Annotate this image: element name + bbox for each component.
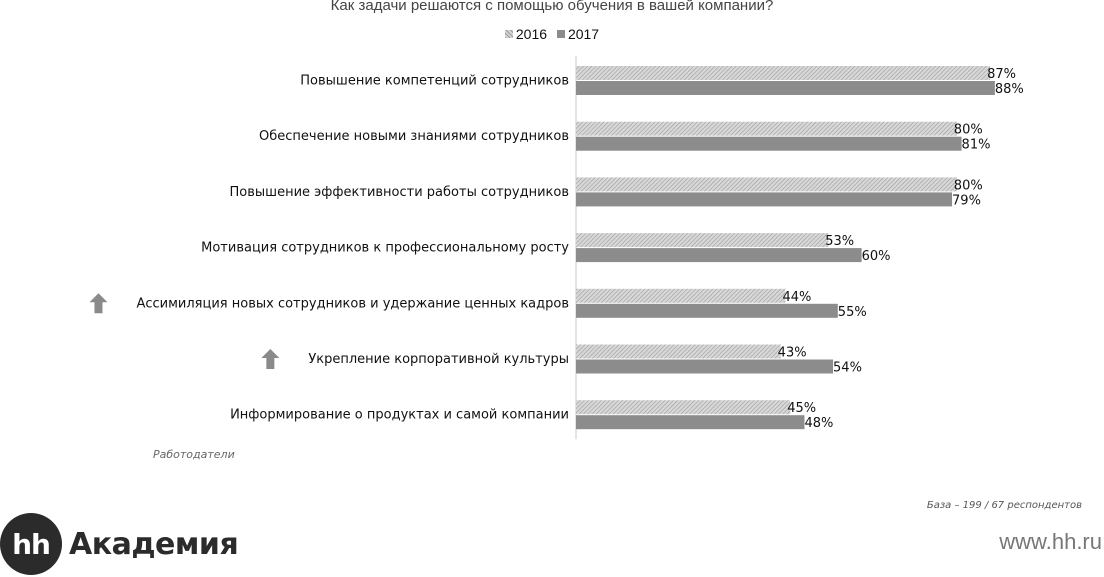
- value-label-2017: 81%: [962, 138, 991, 153]
- value-label-2016: 45%: [787, 401, 816, 416]
- value-label-2017: 48%: [804, 416, 833, 431]
- legend-label-2016: 2016: [515, 26, 548, 42]
- bar-2017: [576, 248, 862, 263]
- bar-2017: [576, 136, 962, 151]
- value-label-2017: 54%: [833, 361, 862, 376]
- legend-entry-2016: 2016: [504, 26, 548, 42]
- bar-2016: [576, 121, 957, 136]
- bar-2016: [576, 66, 991, 80]
- category-label: Ассимиляция новых сотрудников и удержани…: [136, 296, 569, 311]
- bar-2016: [576, 288, 786, 303]
- category-label: Обеспечение новыми знаниями сотрудников: [259, 129, 569, 144]
- respondent-group-note: Работодатели: [153, 448, 235, 461]
- value-label-2016: 87%: [987, 67, 1016, 82]
- value-label-2016: 80%: [954, 123, 983, 138]
- bar-2016: [576, 400, 791, 415]
- bar-2017: [576, 192, 953, 207]
- value-label-2017: 55%: [838, 305, 867, 320]
- hh-logo-mark: hh: [0, 513, 62, 575]
- legend-entry-2017: 2017: [556, 26, 600, 42]
- bar-chart: Повышение компетенций сотрудников 87%88% О…: [89, 56, 1024, 440]
- chart-title: Как задачи решаются с помощью обучения в…: [330, 0, 774, 14]
- bar-2016: [576, 177, 957, 192]
- legend-swatch-2017: [556, 30, 565, 38]
- value-label-2017: 88%: [995, 82, 1024, 97]
- bar-2016: [576, 344, 781, 359]
- value-label-2017: 79%: [952, 193, 981, 208]
- site-url: www.hh.ru: [999, 529, 1102, 554]
- chart-marks: Повышение компетенций сотрудников 87%88% О…: [89, 56, 1024, 440]
- bar-2017: [576, 415, 805, 430]
- value-label-2016: 53%: [825, 234, 854, 249]
- value-label-2016: 44%: [782, 290, 811, 305]
- category-label: Укрепление корпоративной культуры: [308, 352, 569, 367]
- bar-2016: [576, 233, 829, 248]
- legend-label-2017: 2017: [567, 26, 600, 42]
- bar-2017: [576, 359, 834, 374]
- value-label-2016: 80%: [954, 178, 983, 193]
- value-label-2017: 60%: [862, 249, 891, 264]
- sample-base-note: База – 199 / 67 респондентов: [926, 500, 1082, 511]
- logo-text: Академия: [69, 526, 239, 562]
- category-label: Повышение эффективности работы сотрудник…: [230, 185, 569, 200]
- chart-legend: 2016 2017: [0, 25, 1104, 42]
- up-arrow-icon: [261, 349, 280, 369]
- legend-swatch-2016: [504, 30, 513, 38]
- category-label: Повышение компетенций сотрудников: [300, 74, 569, 89]
- hh-academy-logo: hh Академия: [0, 513, 239, 575]
- value-label-2016: 43%: [778, 346, 807, 361]
- category-label: Мотивация сотрудников к профессиональном…: [201, 241, 569, 256]
- up-arrow-icon: [89, 293, 108, 314]
- bar-2017: [576, 81, 995, 95]
- category-label: Информирование о продуктах и самой компа…: [230, 408, 569, 423]
- bar-2017: [576, 303, 838, 318]
